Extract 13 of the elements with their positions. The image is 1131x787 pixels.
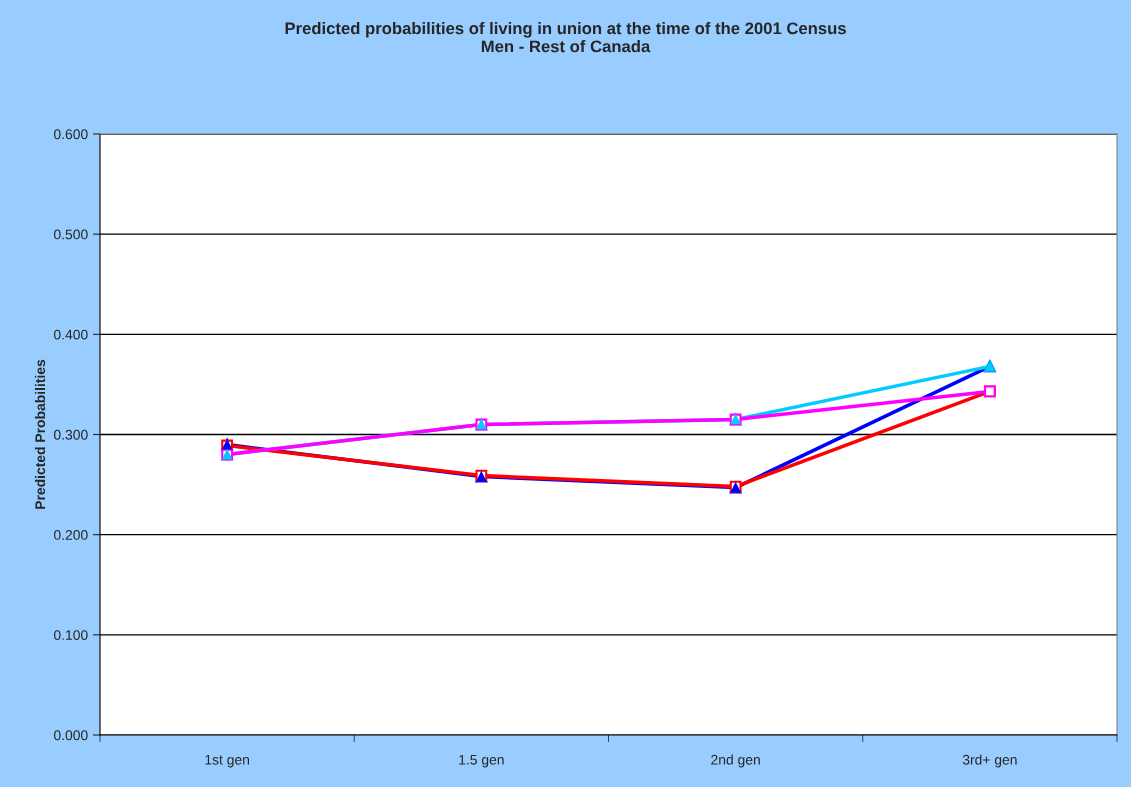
y-tick-label: 0.000 — [53, 730, 88, 741]
y-axis-title: Predicted Probabilities — [34, 359, 46, 509]
y-tick-label: 0.300 — [53, 429, 88, 440]
x-tick-label: 1.5 gen — [459, 754, 504, 768]
y-tick-label: 0.200 — [53, 530, 88, 540]
y-tick-label: 0.100 — [53, 630, 88, 640]
y-tick-label: 0.500 — [53, 229, 88, 240]
x-tick-label: 2nd gen — [711, 754, 760, 768]
y-tick-label: 0.600 — [53, 129, 88, 140]
x-tick-label: 3rd+ gen — [962, 754, 1017, 768]
chart-title: Predicted probabilities of living in union at the time of the 2001 Census Men - Rest of Canada — [285, 22, 846, 53]
y-tick-label: 0.400 — [53, 329, 88, 340]
x-tick-label: 1st gen — [205, 754, 250, 768]
